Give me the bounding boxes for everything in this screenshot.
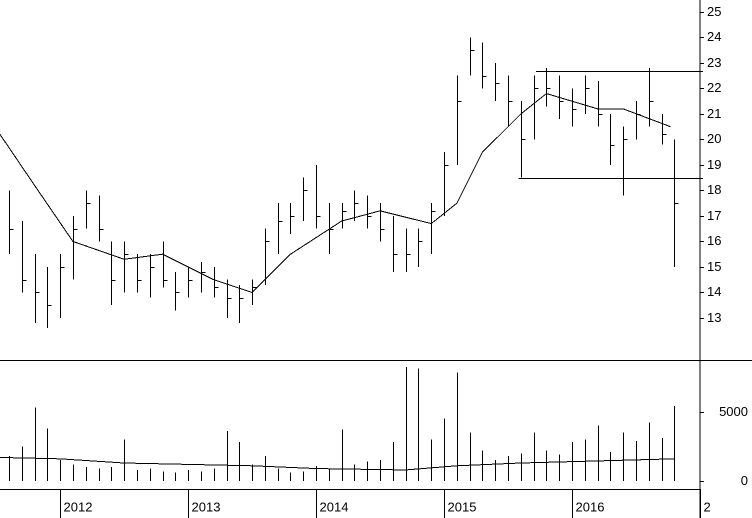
y-tick-label: 18 xyxy=(707,182,721,197)
x-tick-label: 2014 xyxy=(320,499,349,514)
y-tick-label: 19 xyxy=(707,157,721,172)
y-tick-label: 5000 xyxy=(719,404,748,419)
moving-average xyxy=(0,456,675,471)
y-tick-label: 14 xyxy=(707,284,721,299)
x-tick-label: 2012 xyxy=(64,499,93,514)
y-tick-label: 25 xyxy=(707,4,721,19)
y-tick-label: 13 xyxy=(707,310,721,325)
y-tick-label: 15 xyxy=(707,259,721,274)
y-tick-label: 0 xyxy=(741,473,748,488)
moving-average xyxy=(0,93,671,294)
y-tick-label: 24 xyxy=(707,29,721,44)
y-tick-label: 20 xyxy=(707,131,721,146)
y-tick-label: 16 xyxy=(707,233,721,248)
y-tick-label: 23 xyxy=(707,55,721,70)
x-tick-label: 2015 xyxy=(448,499,477,514)
y-tick-label: 21 xyxy=(707,106,721,121)
y-tick-label: 17 xyxy=(707,208,721,223)
x-tick-label: 2016 xyxy=(576,499,605,514)
x-tick-label: 2 xyxy=(704,499,711,514)
x-tick-label: 2013 xyxy=(192,499,221,514)
y-tick-label: 22 xyxy=(707,80,721,95)
